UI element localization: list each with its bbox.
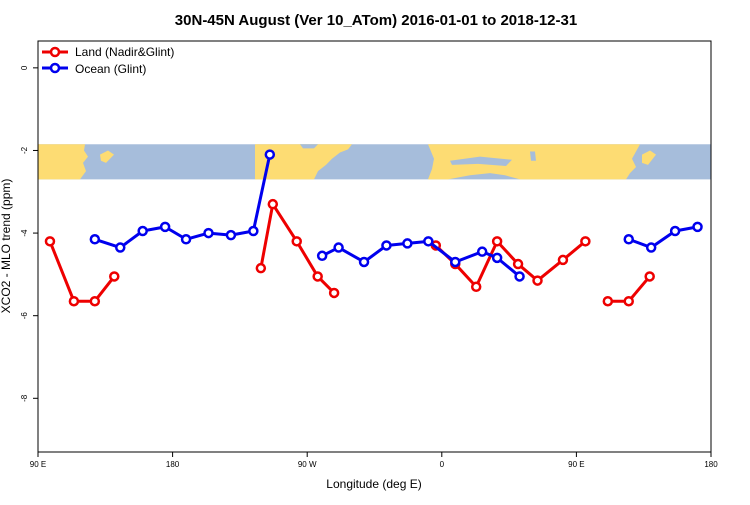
data-point-ocean (692, 221, 703, 233)
series-line-land (259, 202, 336, 295)
data-point-ocean (450, 256, 461, 268)
data-point-ocean (137, 225, 148, 237)
data-point-land (328, 287, 340, 299)
legend-item-ocean: Ocean (Glint) (42, 62, 146, 76)
x-tick-label: 180 (704, 460, 718, 469)
data-point-land (291, 236, 302, 247)
legend-marker-ocean (49, 62, 61, 74)
data-point-land (267, 198, 279, 210)
data-point-ocean (358, 256, 370, 268)
data-point-ocean (623, 234, 634, 245)
data-point-ocean (203, 227, 214, 239)
data-point-land (557, 254, 569, 266)
y-axis: 0 -2 -4 -6 -8 (20, 65, 38, 402)
plot-frame (37, 40, 712, 453)
x-tick-label: 90 E (568, 460, 584, 469)
data-point-ocean (645, 242, 657, 253)
series-line-ocean (627, 225, 700, 250)
x-tick-label: 180 (166, 460, 180, 469)
data-point-ocean (316, 250, 328, 262)
data-point-ocean (491, 252, 503, 264)
y-tick-label: -2 (20, 146, 29, 154)
map-caspian (530, 151, 536, 161)
x-tick-label: 90 W (298, 460, 317, 469)
data-point-land (644, 271, 655, 282)
data-point-land (470, 281, 482, 293)
y-tick-label: -4 (20, 229, 29, 237)
data-point-ocean (248, 225, 259, 237)
legend: Land (Nadir&Glint) Ocean (Glint) (42, 45, 174, 76)
data-point-ocean (225, 229, 237, 241)
data-point-land (68, 295, 80, 307)
map-hudson-bay (300, 144, 318, 149)
legend-marker-land (49, 46, 61, 58)
map-mediterranean (450, 156, 512, 166)
map-land-north-america (255, 144, 352, 180)
series-layer (44, 149, 703, 307)
y-tick-label: 0 (20, 65, 29, 70)
map-land-japan-right (642, 150, 656, 165)
map-land-japan-left (100, 150, 114, 163)
data-point-land (491, 236, 503, 247)
x-axis: 90 E 180 90 W 0 90 E 180 (30, 452, 718, 469)
data-point-ocean (402, 238, 413, 249)
series-line-land (48, 239, 116, 303)
series-land (44, 198, 655, 307)
map-water-features (300, 144, 536, 166)
data-point-ocean (159, 221, 171, 233)
data-point-ocean (115, 242, 126, 253)
data-point-ocean (476, 246, 488, 257)
data-point-ocean (180, 234, 192, 245)
y-tick-label: -8 (20, 394, 29, 402)
data-point-land (512, 258, 524, 270)
data-point-land (312, 271, 323, 282)
x-tick-label: 0 (440, 460, 445, 469)
data-point-ocean (89, 234, 101, 245)
data-point-ocean (423, 236, 434, 247)
data-point-ocean (381, 240, 392, 251)
map-land-eurasia-africa (428, 144, 640, 180)
y-tick-label: -6 (20, 312, 29, 320)
series-line-ocean (320, 239, 522, 278)
map-land-asia-left (38, 144, 88, 180)
data-point-land (44, 236, 56, 247)
legend-label-ocean: Ocean (Glint) (75, 62, 146, 76)
x-axis-label: Longitude (deg E) (326, 477, 421, 491)
y-axis-label: XCO2 - MLO trend (ppm) (0, 179, 13, 314)
map-land (38, 144, 656, 180)
data-point-ocean (669, 225, 681, 237)
data-point-ocean (264, 149, 276, 160)
data-point-land (109, 271, 120, 282)
data-point-land (623, 295, 634, 307)
series-ocean (89, 149, 703, 282)
data-point-ocean (333, 242, 344, 253)
legend-label-land: Land (Nadir&Glint) (75, 45, 174, 59)
data-point-ocean (514, 271, 525, 282)
data-point-land (255, 262, 267, 274)
x-tick-label: 90 E (30, 460, 46, 469)
data-point-land (89, 295, 101, 307)
data-point-land (602, 295, 614, 307)
world-map-strip (38, 144, 711, 180)
data-point-land (580, 236, 591, 247)
data-point-land (532, 275, 543, 286)
chart-title: 30N-45N August (Ver 10_ATom) 2016-01-01 … (175, 12, 577, 29)
legend-item-land: Land (Nadir&Glint) (42, 45, 174, 59)
